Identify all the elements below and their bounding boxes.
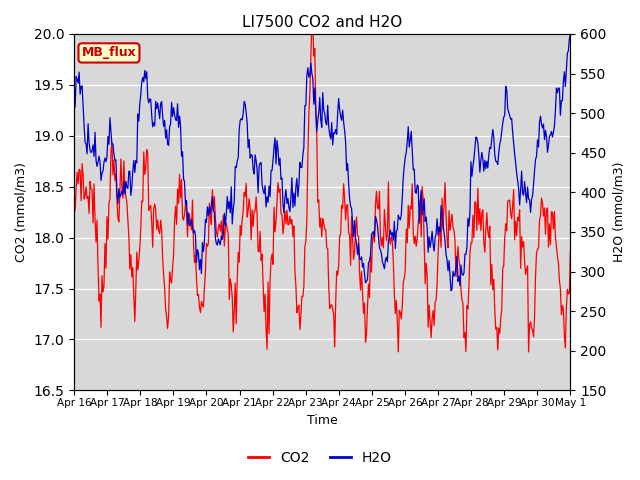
CO2 [308,21,316,26]
Legend: CO2, H2O: CO2, H2O [243,445,397,471]
X-axis label: Time: Time [307,414,338,427]
CO2 [478,210,486,216]
CO2 [310,53,317,59]
CO2 [306,92,314,98]
H2O [339,108,346,113]
CO2 [557,286,564,291]
H2O [309,75,317,81]
H2O [566,31,574,37]
Text: MB_flux: MB_flux [81,47,136,60]
H2O [70,83,78,88]
H2O [447,288,455,294]
Line: H2O: H2O [74,34,570,291]
Title: LI7500 CO2 and H2O: LI7500 CO2 and H2O [242,15,403,30]
CO2 [340,181,348,187]
H2O [556,85,563,91]
Y-axis label: H2O (mmol/m3): H2O (mmol/m3) [612,162,625,263]
Y-axis label: CO2 (mmol/m3): CO2 (mmol/m3) [15,162,28,262]
CO2 [525,349,532,355]
CO2 [70,192,78,197]
H2O [365,258,373,264]
CO2 [566,249,574,254]
CO2 [367,252,374,258]
Line: CO2: CO2 [74,24,570,352]
H2O [306,72,314,77]
H2O [478,150,486,156]
